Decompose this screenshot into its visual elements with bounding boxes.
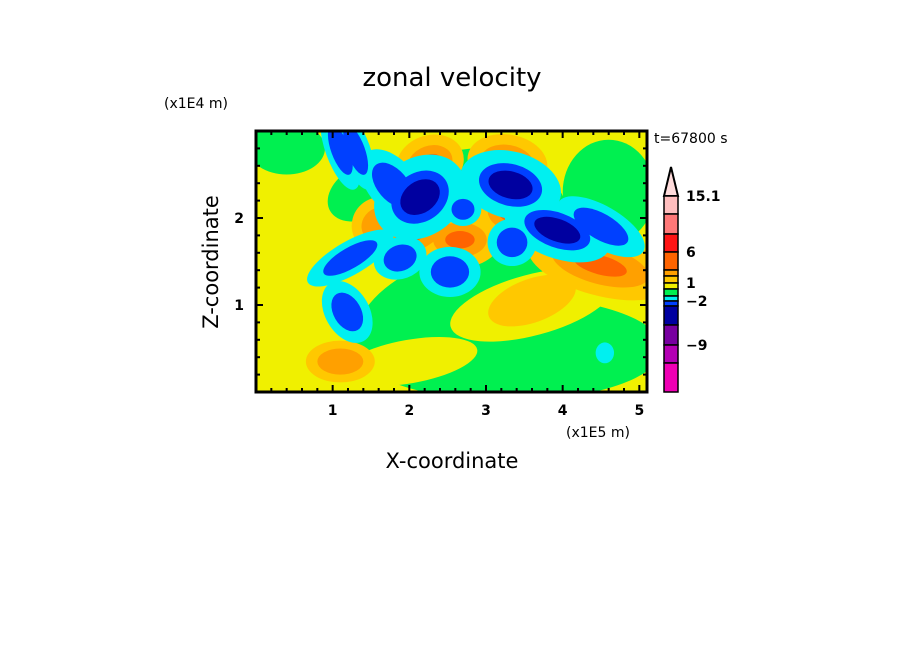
colorbar-segment xyxy=(663,275,679,284)
time-label: t=67800 s xyxy=(654,131,728,147)
x-tick-label: 3 xyxy=(481,403,491,419)
contour-region xyxy=(496,227,528,258)
contour-region xyxy=(488,274,576,327)
contour-region xyxy=(317,348,364,375)
contour-region xyxy=(430,256,470,288)
colorbar-segment xyxy=(663,362,679,393)
contour-region xyxy=(445,231,475,249)
x-tick-label: 5 xyxy=(634,403,644,419)
chart-title: zonal velocity xyxy=(362,63,541,93)
colorbar-label: 6 xyxy=(686,245,696,261)
contour-region xyxy=(400,179,440,215)
colorbar-segment xyxy=(663,251,679,271)
colorbar-segment xyxy=(663,269,679,277)
colorbar-label: 1 xyxy=(686,276,696,292)
contour-region xyxy=(341,337,478,387)
colorbar-segment xyxy=(663,288,679,297)
x-axis-label: X-coordinate xyxy=(386,449,519,473)
colorbar-label: −2 xyxy=(686,294,707,310)
contour-region xyxy=(256,305,318,392)
contour-region xyxy=(331,292,364,332)
colorbar-label: −9 xyxy=(686,338,707,354)
contour-region xyxy=(327,131,353,175)
x-tick-label: 1 xyxy=(328,403,338,419)
colorbar-arrow xyxy=(662,166,680,197)
contour-region xyxy=(343,131,369,175)
x-scale-label: (x1E5 m) xyxy=(566,425,630,441)
contour-region xyxy=(595,342,615,364)
contour-region xyxy=(573,207,629,246)
y-axis-label: Z-coordinate xyxy=(199,195,223,329)
contour-region xyxy=(451,198,475,220)
x-tick-label: 2 xyxy=(404,403,414,419)
contour-region xyxy=(323,240,378,276)
plot-frame xyxy=(254,129,649,394)
y-tick-label: 2 xyxy=(234,211,244,227)
colorbar-segment xyxy=(663,305,679,326)
colorbar xyxy=(662,166,680,393)
contour-region xyxy=(488,170,533,200)
colorbar-segment xyxy=(663,324,679,346)
contour-field xyxy=(256,131,647,392)
y-tick-label: 1 xyxy=(234,298,244,314)
colorbar-label: 15.1 xyxy=(686,189,721,205)
axis-ticks xyxy=(256,131,647,392)
colorbar-segment xyxy=(663,282,679,290)
y-scale-label: (x1E4 m) xyxy=(164,96,228,112)
contour-region xyxy=(534,216,581,244)
x-tick-label: 4 xyxy=(558,403,568,419)
contour-region xyxy=(256,131,325,175)
contour-region xyxy=(383,244,417,272)
colorbar-segment xyxy=(663,195,679,215)
colorbar-segment xyxy=(663,213,679,235)
colorbar-segment xyxy=(663,233,679,253)
colorbar-segment xyxy=(663,344,679,364)
